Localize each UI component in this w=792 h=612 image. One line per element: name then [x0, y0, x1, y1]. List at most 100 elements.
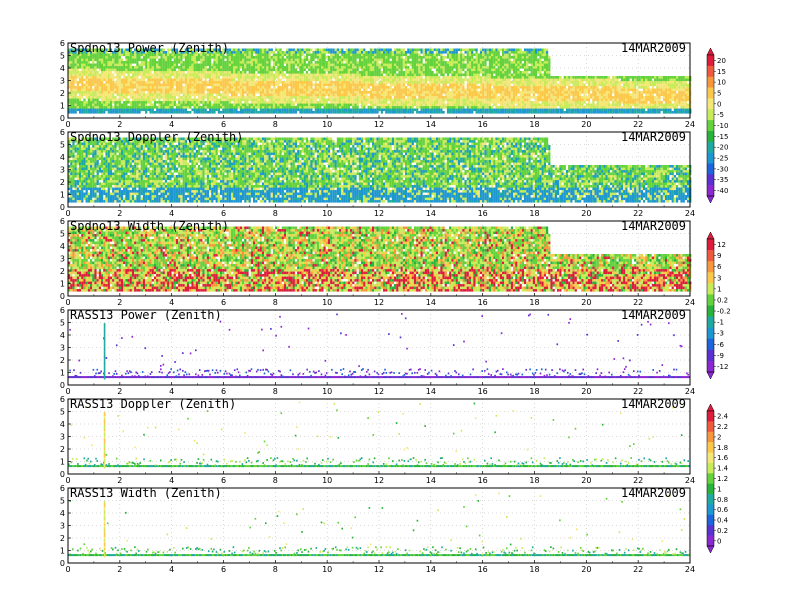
- data-cell: [72, 68, 75, 72]
- data-cell: [327, 58, 331, 62]
- data-cell: [358, 78, 361, 82]
- data-cell: [418, 93, 421, 97]
- data-cell: [297, 88, 300, 92]
- data-cell: [118, 58, 121, 62]
- data-cell: [347, 83, 350, 87]
- data-cell: [116, 48, 119, 52]
- data-cell: [378, 51, 381, 54]
- data-cell: [272, 93, 276, 97]
- data-cell: [173, 63, 176, 67]
- data-cell: [491, 93, 494, 97]
- data-cell: [396, 96, 399, 99]
- data-cell: [204, 96, 207, 99]
- data-cell: [462, 91, 465, 94]
- data-cell: [228, 83, 231, 87]
- data-cell: [167, 56, 170, 59]
- data-cell: [235, 51, 238, 54]
- data-cell: [178, 78, 181, 82]
- data-cell: [387, 96, 390, 99]
- data-cell: [482, 91, 485, 94]
- data-cell: [484, 53, 487, 57]
- data-cell: [314, 101, 317, 104]
- data-cell: [460, 58, 463, 62]
- data-cell: [504, 76, 507, 79]
- data-cell: [453, 98, 456, 102]
- data-cell: [215, 68, 218, 72]
- data-cell: [323, 56, 326, 59]
- data-cell: [475, 73, 478, 77]
- data-cell: [217, 68, 220, 72]
- data-cell: [504, 78, 507, 82]
- data-cell: [422, 48, 425, 52]
- data-cell: [131, 88, 135, 92]
- data-cell: [372, 106, 375, 109]
- data-cell: [468, 88, 472, 92]
- data-cell: [242, 78, 245, 82]
- data-cell: [310, 96, 313, 99]
- data-cell: [303, 83, 306, 87]
- data-cell: [74, 66, 77, 69]
- data-cell: [272, 63, 276, 67]
- data-cell: [446, 86, 450, 89]
- data-cell: [187, 83, 190, 87]
- data-cell: [433, 83, 436, 87]
- data-cell: [204, 51, 207, 54]
- data-cell: [120, 63, 124, 67]
- data-cell: [310, 53, 313, 57]
- data-cell: [350, 88, 353, 92]
- data-cell: [253, 111, 256, 114]
- data-cell: [493, 58, 496, 62]
- data-cell: [400, 108, 403, 112]
- data-cell: [259, 78, 262, 82]
- data-cell: [167, 51, 170, 54]
- data-cell: [354, 98, 357, 102]
- data-cell: [160, 96, 163, 99]
- data-cell: [385, 73, 388, 77]
- data-cell: [323, 71, 326, 74]
- data-cell: [409, 53, 412, 57]
- data-cell: [321, 83, 324, 87]
- data-cell: [114, 88, 117, 92]
- data-cell: [435, 68, 439, 72]
- data-cell: [286, 103, 289, 107]
- data-cell: [244, 51, 247, 54]
- data-cell: [226, 63, 229, 67]
- data-cell: [213, 58, 216, 62]
- data-cell: [334, 61, 337, 64]
- data-cell: [422, 86, 425, 89]
- data-cell: [385, 51, 388, 54]
- data-cell: [396, 101, 399, 104]
- data-cell: [429, 88, 432, 92]
- data-cell: [169, 66, 172, 69]
- data-cell: [400, 58, 403, 62]
- data-cell: [222, 53, 225, 57]
- data-cell: [288, 108, 291, 112]
- data-cell: [513, 93, 516, 97]
- data-cell: [114, 86, 117, 89]
- data-cell: [182, 61, 185, 64]
- data-cell: [356, 76, 359, 79]
- data-cell: [246, 73, 249, 77]
- data-cell: [268, 76, 271, 79]
- data-cell: [261, 96, 265, 99]
- data-cell: [193, 56, 196, 59]
- data-cell: [339, 71, 342, 74]
- data-cell: [103, 101, 106, 104]
- data-cell: [288, 111, 291, 114]
- data-cell: [484, 76, 487, 79]
- data-cell: [499, 101, 502, 104]
- data-cell: [420, 81, 423, 84]
- data-cell: [352, 81, 355, 84]
- data-cell: [427, 56, 430, 59]
- data-cell: [261, 101, 265, 104]
- data-cell: [482, 53, 485, 57]
- data-cell: [380, 51, 383, 54]
- data-cell: [175, 81, 179, 84]
- data-cell: [502, 76, 505, 79]
- data-cell: [259, 61, 262, 64]
- data-cell: [187, 73, 190, 77]
- data-cell: [283, 76, 287, 79]
- data-cell: [182, 78, 185, 82]
- data-cell: [442, 86, 445, 89]
- data-cell: [94, 63, 97, 67]
